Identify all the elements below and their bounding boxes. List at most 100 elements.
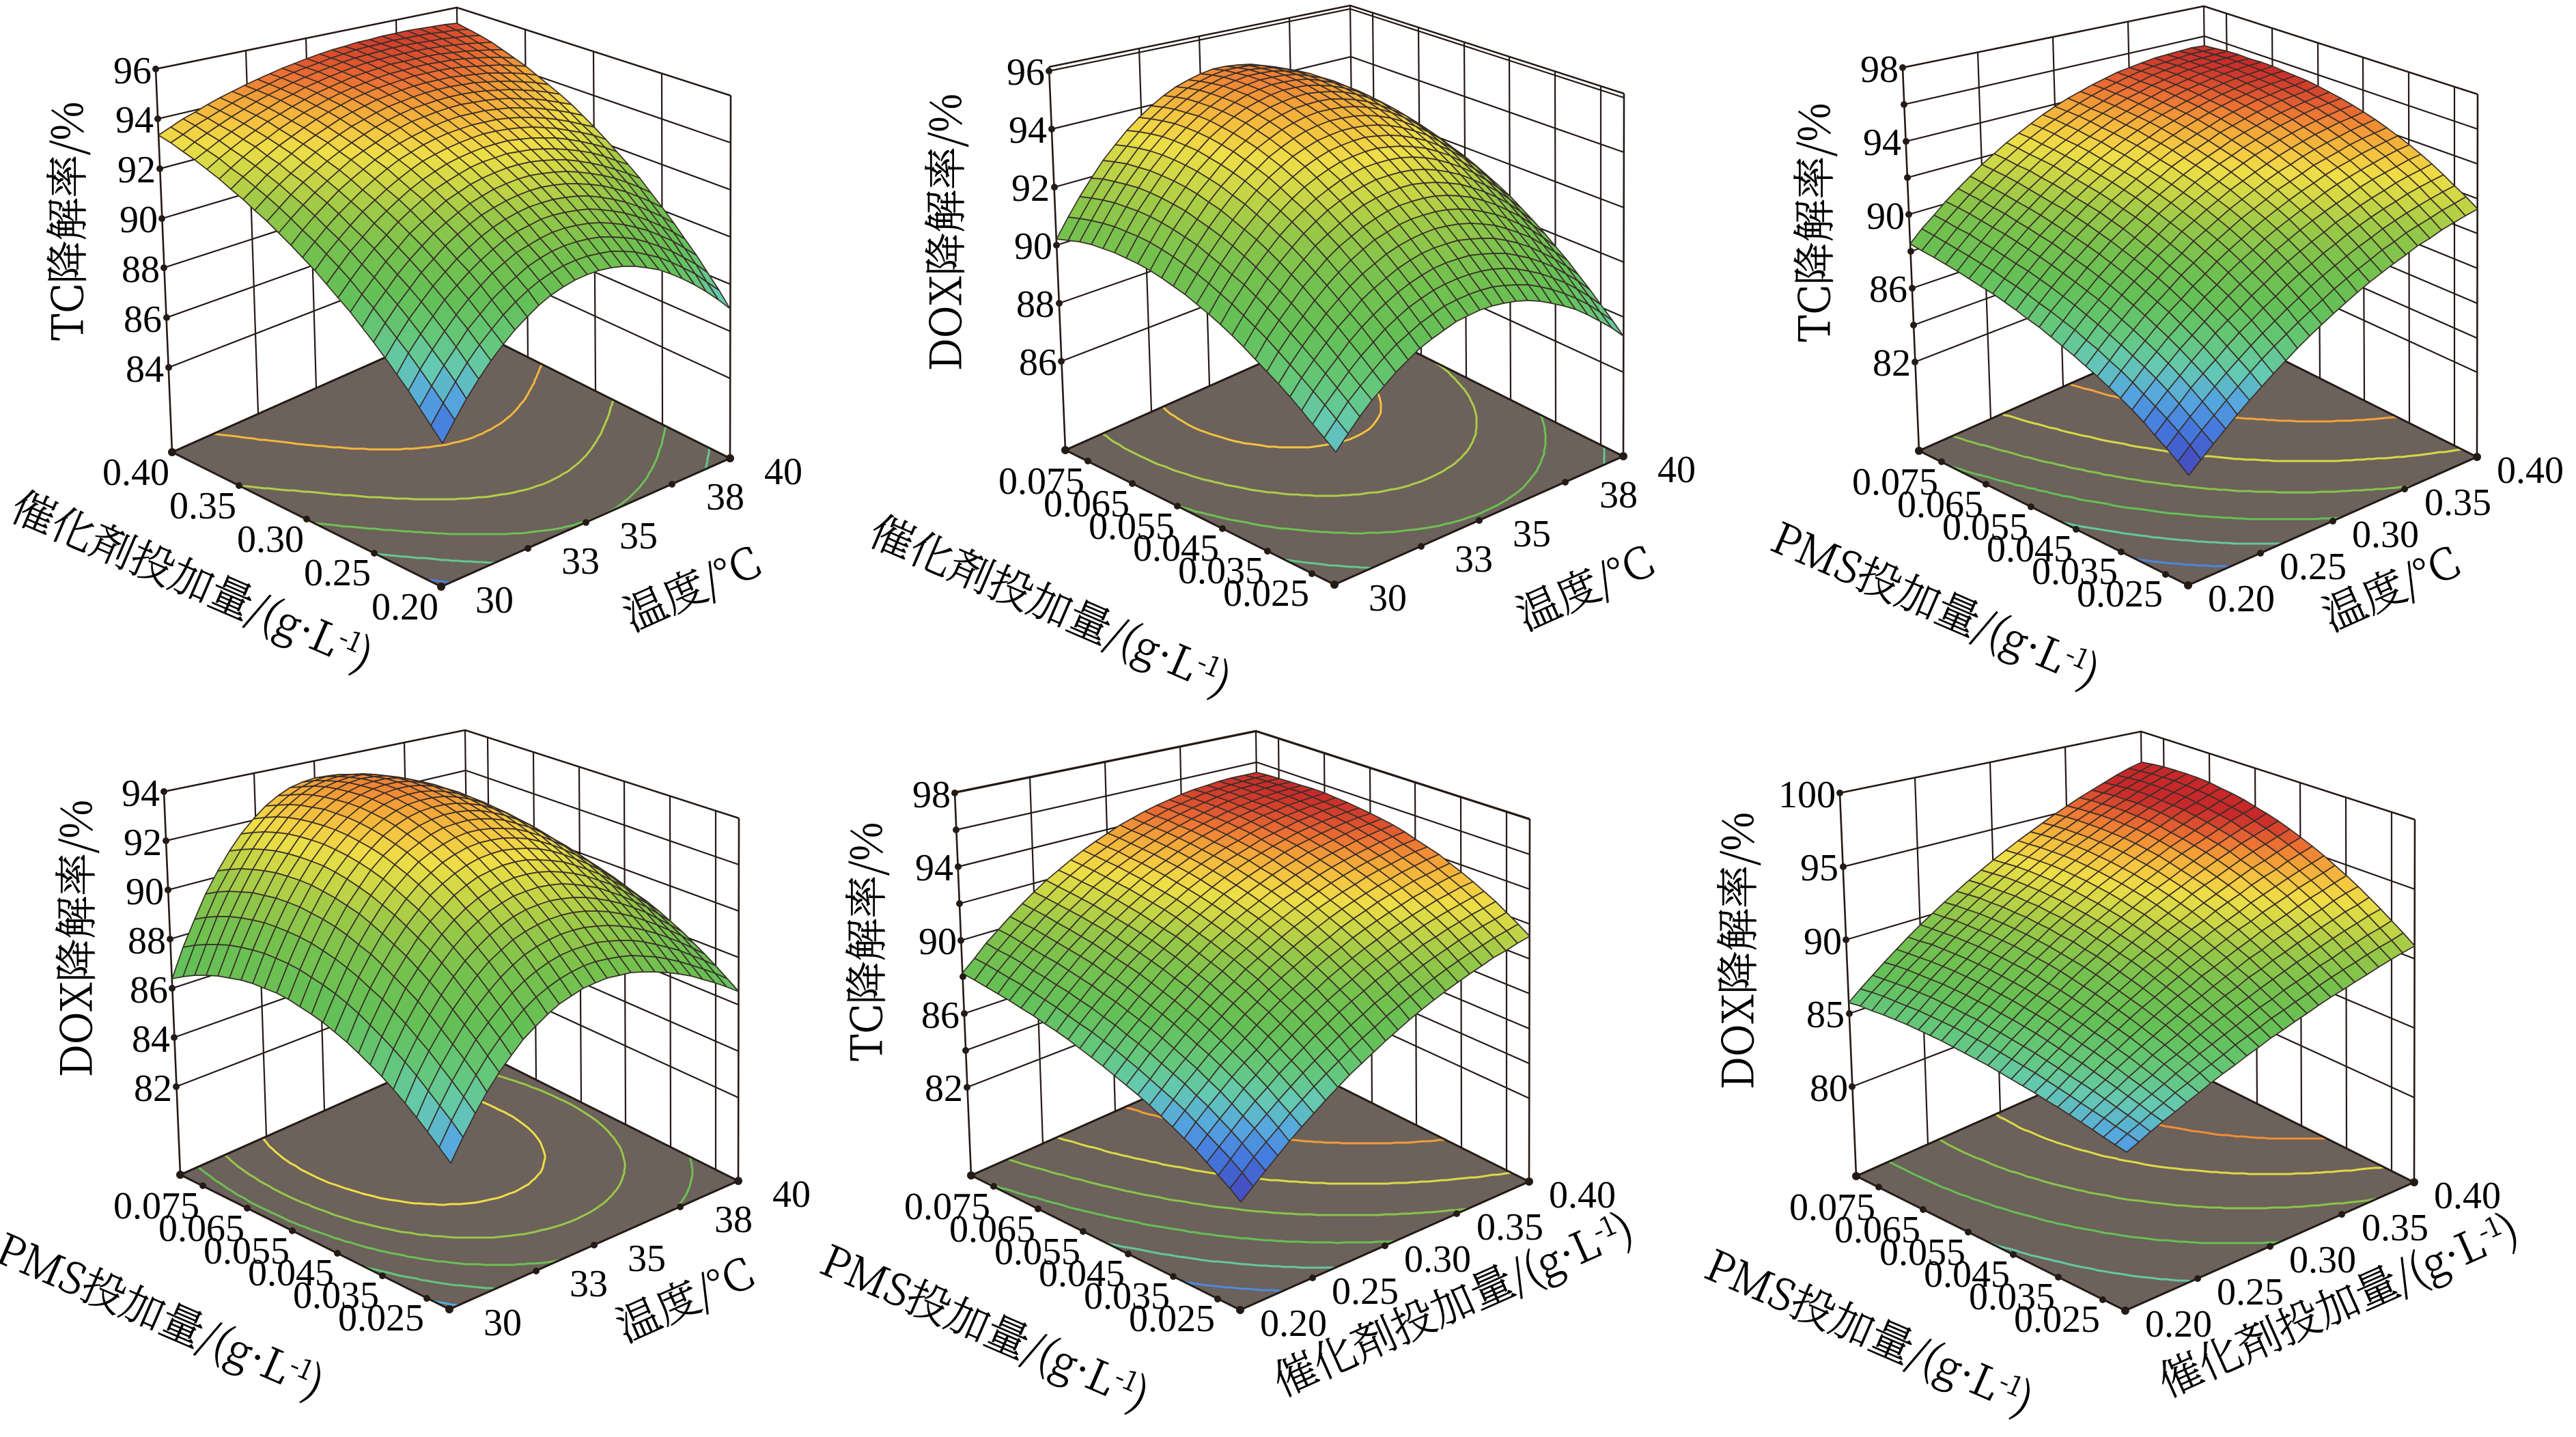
svg-text:0.065: 0.065: [949, 1208, 1035, 1251]
svg-text:94: 94: [122, 772, 160, 815]
svg-text:0.025: 0.025: [1223, 572, 1309, 615]
svg-text:40: 40: [1657, 449, 1696, 491]
svg-text:80: 80: [1810, 1068, 1848, 1110]
svg-text:82: 82: [1873, 342, 1911, 385]
svg-text:0.25: 0.25: [2217, 1271, 2284, 1313]
svg-text:38: 38: [706, 476, 744, 518]
svg-text:0.025: 0.025: [1129, 1298, 1215, 1340]
svg-text:0.30: 0.30: [237, 518, 304, 561]
svg-text:0.055: 0.055: [1089, 505, 1175, 548]
svg-text:0.20: 0.20: [372, 586, 438, 628]
svg-text:0.055: 0.055: [204, 1230, 290, 1272]
svg-text:0.065: 0.065: [1897, 484, 1983, 526]
svg-text:0.25: 0.25: [1332, 1270, 1399, 1313]
svg-text:90: 90: [126, 871, 164, 913]
svg-text:0.20: 0.20: [2145, 1303, 2212, 1345]
svg-text:90: 90: [1804, 921, 1842, 963]
svg-text:98: 98: [1860, 48, 1899, 91]
svg-text:86: 86: [1869, 268, 1907, 311]
svg-text:33: 33: [561, 540, 600, 583]
svg-text:0.055: 0.055: [1942, 506, 2028, 548]
svg-text:0.075: 0.075: [1852, 461, 1938, 503]
svg-text:86: 86: [921, 994, 960, 1037]
svg-text:88: 88: [122, 249, 160, 291]
svg-text:94: 94: [115, 99, 154, 141]
svg-text:0.40: 0.40: [2434, 1175, 2501, 1217]
svg-text:40: 40: [772, 1173, 811, 1216]
svg-text:30: 30: [475, 579, 514, 622]
svg-text:38: 38: [1599, 474, 1638, 516]
svg-text:0.025: 0.025: [2014, 1298, 2100, 1341]
svg-text:0.035: 0.035: [2032, 550, 2118, 593]
svg-text:84: 84: [132, 1018, 170, 1061]
svg-text:82: 82: [134, 1068, 172, 1110]
svg-text:38: 38: [714, 1199, 753, 1241]
svg-text:0.25: 0.25: [304, 552, 371, 594]
svg-text:0.025: 0.025: [2077, 573, 2163, 615]
svg-text:0.35: 0.35: [2362, 1207, 2428, 1249]
svg-text:0.25: 0.25: [2280, 546, 2347, 588]
svg-text:0.075: 0.075: [113, 1185, 199, 1227]
svg-text:35: 35: [628, 1238, 666, 1280]
svg-text:35: 35: [619, 515, 658, 557]
svg-text:0.045: 0.045: [1039, 1253, 1125, 1295]
svg-text:0.30: 0.30: [2352, 514, 2419, 556]
svg-text:95: 95: [1800, 847, 1838, 889]
svg-text:96: 96: [113, 50, 152, 92]
svg-text:90: 90: [120, 199, 158, 241]
svg-text:0.035: 0.035: [1178, 550, 1264, 592]
svg-text:96: 96: [1007, 51, 1045, 94]
svg-text:90: 90: [919, 921, 957, 963]
svg-text:0.20: 0.20: [2208, 578, 2275, 620]
svg-text:0.055: 0.055: [994, 1231, 1080, 1273]
svg-text:92: 92: [117, 149, 156, 191]
svg-text:86: 86: [124, 298, 162, 341]
svg-text:40: 40: [764, 451, 802, 493]
svg-text:0.075: 0.075: [1789, 1186, 1875, 1229]
svg-text:0.40: 0.40: [1549, 1174, 1616, 1216]
svg-text:0.30: 0.30: [1404, 1238, 1471, 1281]
svg-text:94: 94: [915, 847, 953, 889]
svg-text:33: 33: [1455, 538, 1493, 581]
svg-text:82: 82: [925, 1068, 963, 1110]
svg-text:90: 90: [1014, 225, 1052, 268]
svg-text:94: 94: [1009, 109, 1047, 152]
svg-text:98: 98: [912, 774, 951, 816]
svg-text:0.075: 0.075: [998, 460, 1084, 503]
svg-text:0.065: 0.065: [1044, 483, 1130, 525]
svg-text:0.065: 0.065: [1834, 1209, 1920, 1251]
svg-text:0.035: 0.035: [1084, 1275, 1170, 1317]
svg-text:0.035: 0.035: [293, 1274, 379, 1317]
svg-text:30: 30: [484, 1302, 522, 1344]
svg-text:84: 84: [126, 348, 164, 391]
svg-text:0.35: 0.35: [2424, 482, 2491, 524]
svg-text:0.035: 0.035: [1969, 1276, 2055, 1318]
svg-text:0.045: 0.045: [248, 1252, 334, 1294]
svg-text:92: 92: [1011, 167, 1050, 210]
svg-text:0.35: 0.35: [169, 485, 236, 527]
svg-text:85: 85: [1806, 994, 1845, 1036]
svg-text:0.045: 0.045: [1987, 528, 2073, 570]
svg-text:92: 92: [124, 822, 162, 864]
svg-text:0.35: 0.35: [1476, 1206, 1543, 1248]
svg-text:0.30: 0.30: [2289, 1239, 2356, 1281]
svg-text:30: 30: [1369, 577, 1407, 619]
svg-text:0.045: 0.045: [1133, 527, 1219, 570]
svg-text:90: 90: [1866, 195, 1905, 238]
svg-text:0.075: 0.075: [904, 1186, 990, 1228]
svg-text:0.20: 0.20: [1260, 1302, 1327, 1345]
svg-text:33: 33: [570, 1263, 608, 1305]
svg-text:0.40: 0.40: [102, 451, 169, 494]
svg-text:86: 86: [130, 969, 168, 1012]
svg-text:94: 94: [1863, 122, 1901, 164]
svg-text:0.055: 0.055: [1879, 1231, 1965, 1274]
svg-text:0.045: 0.045: [1924, 1253, 2010, 1296]
svg-text:0.40: 0.40: [2497, 449, 2564, 492]
svg-text:0.065: 0.065: [158, 1208, 244, 1250]
svg-text:88: 88: [128, 920, 166, 962]
svg-text:88: 88: [1016, 283, 1054, 326]
svg-text:100: 100: [1778, 774, 1836, 816]
svg-text:0.025: 0.025: [338, 1297, 424, 1339]
svg-text:86: 86: [1019, 341, 1057, 384]
svg-text:35: 35: [1513, 513, 1551, 555]
